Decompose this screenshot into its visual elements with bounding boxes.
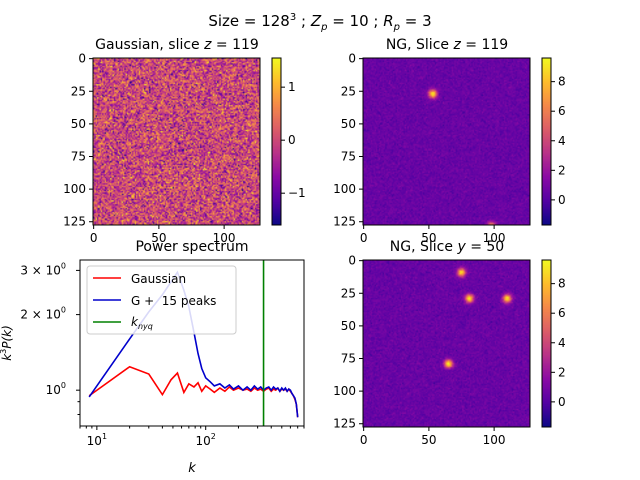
y-tick-label: 75 <box>341 150 356 164</box>
x-tick-label: 102 <box>196 432 216 448</box>
ng-y-colorbar-ticks: 0 2 4 6 8 <box>551 277 566 409</box>
ng-y-colorbar <box>542 260 551 427</box>
colorbar-tick-label: 4 <box>558 336 566 350</box>
x-tick-label: 0 <box>360 231 368 245</box>
ng-y-slice-frame <box>362 259 531 428</box>
colorbar-tick-label: 8 <box>558 277 566 291</box>
gaussian-slice-axes: 0 50 100 0 25 50 75 100 125 <box>63 52 235 245</box>
power-spectrum-frame <box>79 259 305 427</box>
panel-ng-slice-z: NG, Slice z = 119 0 50 100 0 25 50 75 100 125 0 2… <box>333 37 566 245</box>
y-tick-label: 100 <box>333 384 356 398</box>
y-tick-label: 100 <box>63 182 86 196</box>
y-tick-label: 3 × 100 <box>20 261 66 277</box>
y-tick-label: 0 <box>78 52 86 66</box>
y-tick-label: 75 <box>71 150 86 164</box>
y-tick-label: 50 <box>341 117 356 131</box>
x-tick-label: 101 <box>87 432 107 448</box>
y-tick-label: 75 <box>341 352 356 366</box>
ng-z-slice-frame <box>362 57 531 226</box>
legend-peaks-label: G + 15 peaks <box>131 294 216 308</box>
power-spectrum-legend: Gaussian G + 15 peaks knyq <box>86 265 237 335</box>
y-tick-label: 100 <box>46 381 66 397</box>
power-spectrum-title: Power spectrum <box>135 239 248 255</box>
colorbar-tick-label: 6 <box>558 104 566 118</box>
y-tick-label: 2 × 100 <box>20 306 66 322</box>
colorbar-tick-label: 2 <box>558 365 566 379</box>
ng-z-colorbar-ticks: 0 2 4 6 8 <box>551 75 566 207</box>
gaussian-slice-frame <box>92 57 261 226</box>
gaussian-colorbar <box>272 58 281 225</box>
y-tick-label: 0 <box>348 52 356 66</box>
y-tick-label: 125 <box>333 417 356 431</box>
panel-ng-y-title: NG, Slice y = 50 <box>390 239 504 255</box>
panel-gaussian-slice: Gaussian, slice z = 119 0 50 1000255075100… <box>63 37 306 245</box>
ng-z-colorbar-frame <box>541 57 552 226</box>
x-tick-label: 100 <box>483 231 506 245</box>
panel-gaussian-title: Gaussian, slice z = 119 <box>95 37 259 53</box>
power-spectrum-ylabel: k3P(k) <box>0 325 14 361</box>
colorbar-tick-label: 0 <box>558 395 566 409</box>
y-tick-label: 100 <box>333 182 356 196</box>
ng-y-colorbar-frame <box>541 259 552 428</box>
power-spectrum-xlabel: k <box>188 461 196 476</box>
x-tick-label: 0 <box>360 433 368 447</box>
colorbar-tick-label: 2 <box>558 163 566 177</box>
x-tick-label: 0 <box>90 231 98 245</box>
ng-z-colorbar <box>542 58 551 225</box>
panel-power-spectrum: Power spectrum 101 102 100 2 × 100 3 × 100 k… <box>0 239 305 476</box>
legend-knyq-label: knyq <box>131 315 153 331</box>
y-tick-label: 125 <box>63 215 86 229</box>
y-tick-label: 0 <box>348 254 356 268</box>
x-tick-label: 50 <box>421 231 436 245</box>
figure-suptitle: Size = 1283 ; Zp = 10 ; Rp = 3 <box>208 12 431 33</box>
colorbar-tick-label: −1 <box>288 186 306 200</box>
ng-z-slice-axes: 0 50 100 0 25 50 75 100 125 <box>333 52 505 245</box>
x-tick-label: 100 <box>483 433 506 447</box>
colorbar-tick-label: 0 <box>288 133 296 147</box>
colorbar-tick-label: 6 <box>558 306 566 320</box>
y-tick-label: 25 <box>71 84 86 98</box>
legend-gaussian-label: Gaussian <box>131 272 186 286</box>
colorbar-tick-label: 0 <box>558 193 566 207</box>
y-tick-label: 50 <box>71 117 86 131</box>
y-tick-label: 25 <box>341 286 356 300</box>
panel-ng-z-title: NG, Slice z = 119 <box>386 37 508 53</box>
gaussian-colorbar-ticks: −1 0 1 <box>281 80 306 200</box>
x-tick-label: 100 <box>213 231 236 245</box>
gaussian-colorbar-frame <box>271 57 282 226</box>
power-spectrum-ticks: 101 102 100 2 × 100 3 × 100 <box>20 261 305 448</box>
x-tick-label: 50 <box>421 433 436 447</box>
ng-y-slice-heatmap <box>363 260 530 427</box>
colorbar-tick-label: 8 <box>558 75 566 89</box>
legend-box <box>86 265 237 335</box>
ng-y-slice-axes: 0 50 100 0 25 50 75 100 125 <box>333 254 505 447</box>
panel-ng-slice-y: NG, Slice y = 50 0 50 100 0 25 50 75 100 125 0 2 4… <box>333 239 566 447</box>
y-tick-label: 125 <box>333 215 356 229</box>
colorbar-tick-label: 1 <box>288 80 296 94</box>
gaussian-slice-heatmap <box>93 58 260 225</box>
ng-z-slice-heatmap <box>363 58 530 225</box>
colorbar-tick-label: 4 <box>558 134 566 148</box>
x-tick-label: 50 <box>151 231 166 245</box>
y-tick-label: 50 <box>341 319 356 333</box>
y-tick-label: 25 <box>341 84 356 98</box>
